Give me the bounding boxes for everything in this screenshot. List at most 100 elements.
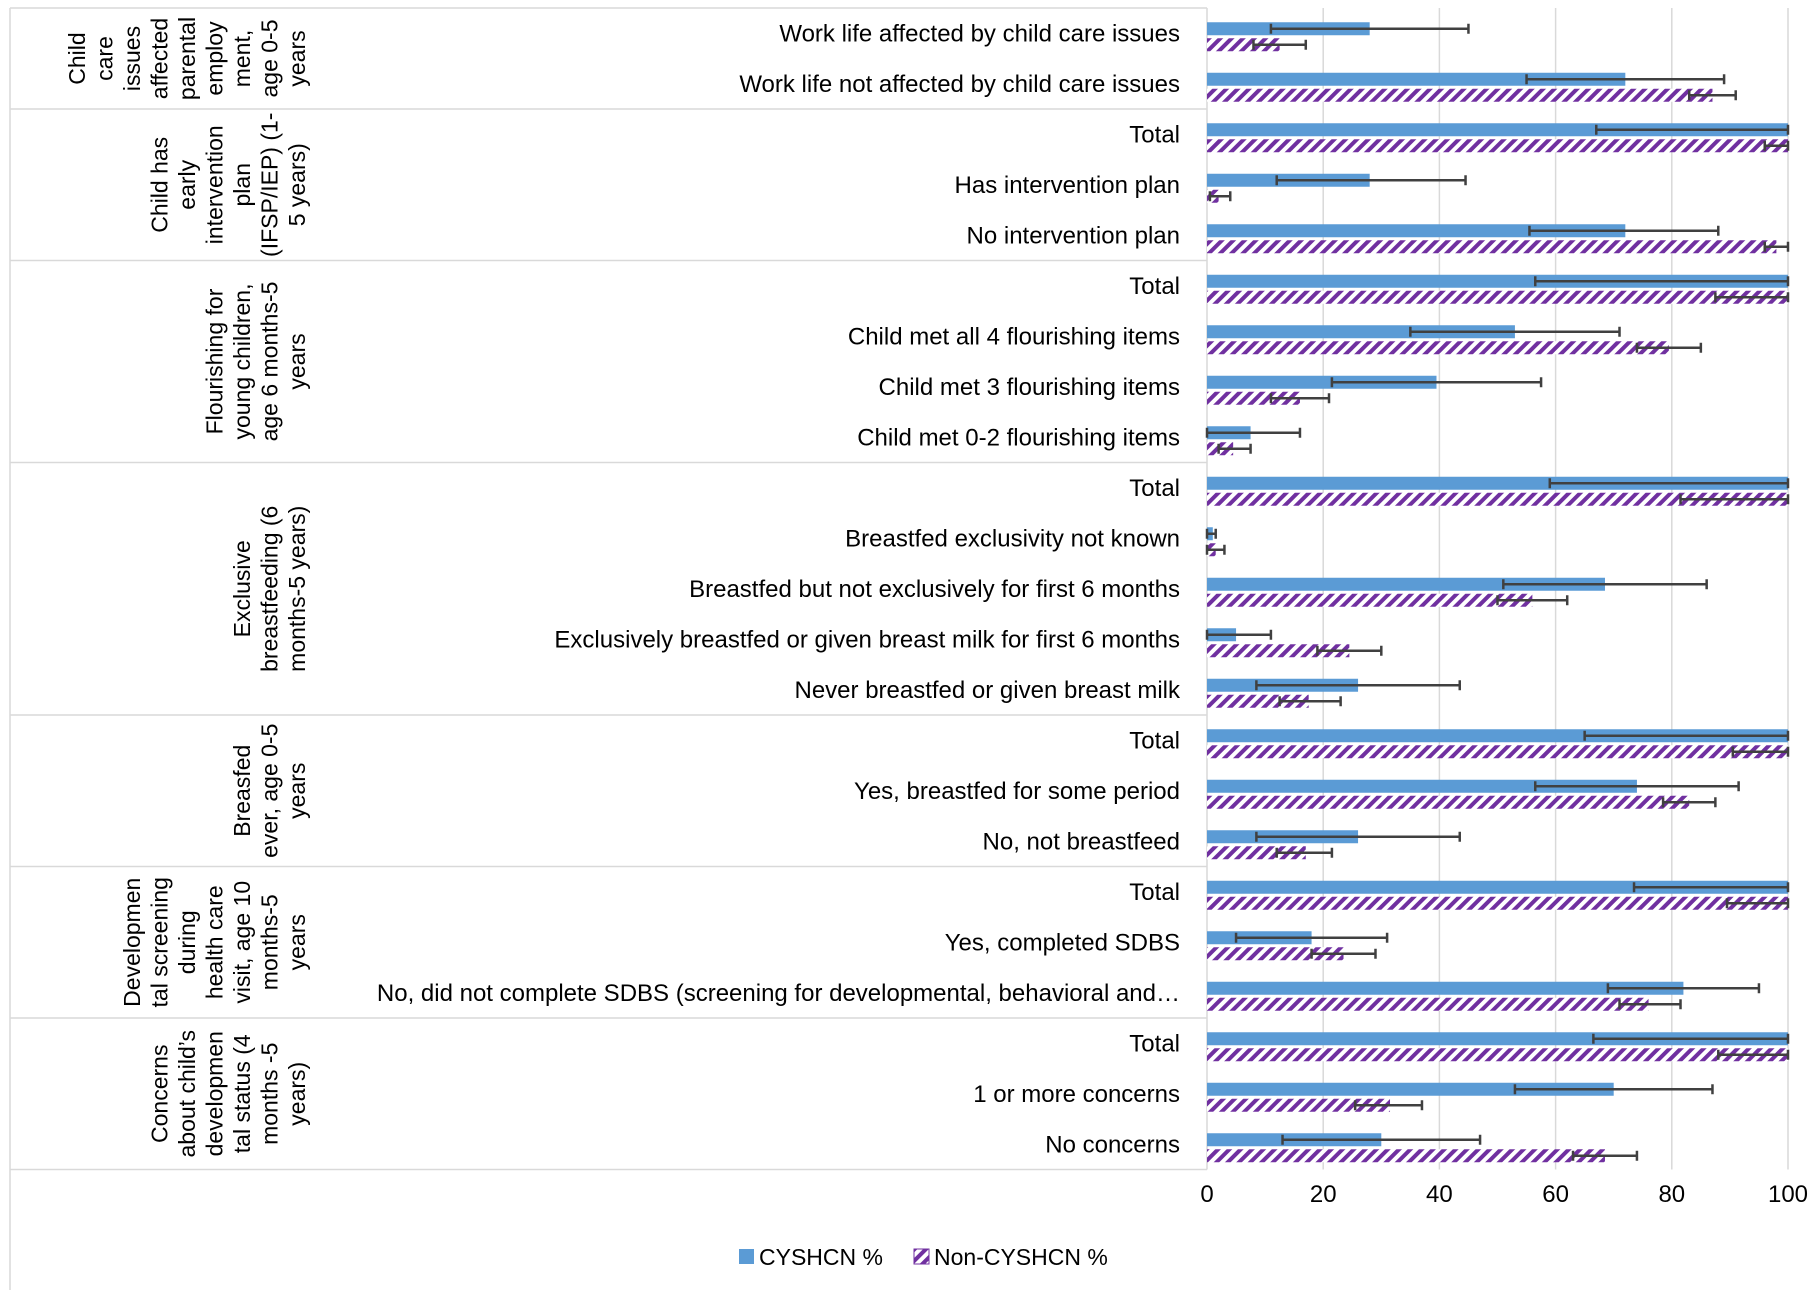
bar-non-cyshcn xyxy=(1207,391,1300,405)
category-label: 1 or more concerns xyxy=(973,1081,1180,1108)
group-label: Concerns about child’s developmen tal statu… xyxy=(147,1030,311,1157)
group-label-line: about child’s xyxy=(174,1030,200,1157)
category-label: Never breastfed or given breast milk xyxy=(795,677,1182,704)
bar-non-cyshcn xyxy=(1207,139,1788,153)
error-bar-cyshcn xyxy=(1255,831,1461,842)
group-label-line: Child has xyxy=(147,137,173,233)
group-label-line: health care xyxy=(202,885,228,999)
group-label: Child care issues affected parental employ men… xyxy=(64,17,310,100)
bar-cyshcn xyxy=(1207,729,1788,743)
group-label-line: young children, xyxy=(229,284,255,440)
error-bar-non-cyshcn xyxy=(1316,645,1383,656)
group-label-line: during xyxy=(174,910,200,974)
group-label-line: years xyxy=(284,914,310,970)
group-label-line: Flourishing for xyxy=(202,288,228,434)
x-tick-label: 40 xyxy=(1426,1181,1453,1208)
error-bar-non-cyshcn xyxy=(1618,999,1682,1010)
group-label-line: affected xyxy=(147,18,173,99)
group-label-line: Concerns xyxy=(147,1045,173,1143)
error-bar-cyshcn xyxy=(1205,629,1273,640)
bar-non-cyshcn xyxy=(1207,1048,1788,1062)
group-label-line: months-5 xyxy=(257,894,283,990)
group-label-line: Breasfed xyxy=(229,745,255,837)
group-dividers xyxy=(9,7,1207,1290)
bar-non-cyshcn xyxy=(1207,240,1777,254)
group-label-line: plan xyxy=(229,163,255,206)
legend-swatch xyxy=(913,1248,930,1265)
bar-cyshcn xyxy=(1207,123,1788,137)
error-bar-cyshcn xyxy=(1534,781,1740,792)
x-tick-label: 100 xyxy=(1768,1181,1808,1208)
group-label-line: years xyxy=(284,763,310,819)
error-bar-cyshcn xyxy=(1281,1134,1482,1145)
group-label-line: care xyxy=(92,36,118,81)
error-bar-cyshcn xyxy=(1205,427,1302,438)
group-label-line: (IFSP/IEP) (1- xyxy=(257,113,283,257)
error-bar-non-cyshcn xyxy=(1275,847,1334,858)
group-label-line: years xyxy=(284,333,310,389)
bar-non-cyshcn xyxy=(1207,492,1788,506)
error-bar-cyshcn xyxy=(1534,276,1790,287)
group-label-line: parental xyxy=(174,17,200,100)
category-label: Exclusively breastfed or given breast mi… xyxy=(554,626,1180,653)
error-bar-non-cyshcn xyxy=(1310,948,1377,959)
bar-cyshcn xyxy=(1207,274,1788,288)
bar-non-cyshcn xyxy=(1207,896,1788,910)
category-label: Total xyxy=(1129,879,1180,906)
bar-cyshcn xyxy=(1207,325,1515,339)
bar-cyshcn xyxy=(1207,880,1788,894)
bar-non-cyshcn xyxy=(1207,593,1533,607)
error-bar-cyshcn xyxy=(1234,932,1389,943)
group-label-line: tal status (4 xyxy=(229,1034,255,1153)
bar-cyshcn xyxy=(1207,224,1626,238)
category-label: Work life not affected by child care iss… xyxy=(739,71,1180,98)
group-label-line: early xyxy=(174,159,200,209)
bar-cyshcn xyxy=(1207,981,1684,995)
error-bar-cyshcn xyxy=(1275,175,1467,186)
error-bar-cyshcn xyxy=(1525,74,1726,85)
bar-non-cyshcn xyxy=(1207,745,1788,759)
error-bar-cyshcn xyxy=(1595,124,1790,135)
error-bar-cyshcn xyxy=(1528,225,1720,236)
group-label-line: 5 years) xyxy=(284,143,310,226)
legend-item-cyshcn: CYSHCN % xyxy=(739,1244,883,1270)
category-label: Breastfed exclusivity not known xyxy=(845,525,1180,552)
x-tick-label: 20 xyxy=(1310,1181,1337,1208)
category-label: Child met 3 flourishing items xyxy=(879,374,1180,401)
error-bar-cyshcn xyxy=(1409,326,1621,337)
legend-label: Non-CYSHCN % xyxy=(934,1244,1108,1270)
bar-cyshcn xyxy=(1207,72,1626,86)
group-label-line: breastfeeding (6 xyxy=(257,506,283,672)
category-label: No, not breastfeed xyxy=(983,828,1180,855)
group-label-line: months -5 xyxy=(257,1043,283,1145)
error-bar-non-cyshcn xyxy=(1205,544,1226,555)
group-label: Child has early intervention plan (IFSP/IEP)… xyxy=(147,113,311,257)
category-label: No, did not complete SDBS (screening for… xyxy=(377,980,1180,1007)
error-bar-non-cyshcn xyxy=(1208,191,1232,202)
category-label: Total xyxy=(1129,1030,1180,1057)
group-label: Developmen tal screening during health care… xyxy=(119,877,310,1007)
group-label-line: Developmen xyxy=(119,878,145,1007)
category-label: Total xyxy=(1129,727,1180,754)
bar-cyshcn xyxy=(1207,1032,1788,1046)
bar-non-cyshcn xyxy=(1207,38,1280,52)
group-label-line: Exclusive xyxy=(229,540,255,637)
error-bar-cyshcn xyxy=(1606,983,1761,994)
category-label: Yes, completed SDBS xyxy=(945,929,1180,956)
category-label: No intervention plan xyxy=(967,222,1180,249)
bar-non-cyshcn xyxy=(1207,341,1669,355)
bar-non-cyshcn xyxy=(1207,290,1788,304)
category-label: Child met all 4 flourishing items xyxy=(848,323,1180,350)
error-bar-non-cyshcn xyxy=(1661,797,1717,808)
group-label-line: age 6 months-5 xyxy=(257,282,283,442)
error-bar-non-cyshcn xyxy=(1687,90,1737,101)
error-bar-cyshcn xyxy=(1513,1084,1714,1095)
bar-non-cyshcn xyxy=(1207,795,1690,809)
error-bar-cyshcn xyxy=(1205,528,1217,539)
group-label: Breasfed ever, age 0-5 years xyxy=(229,724,310,858)
bar-non-cyshcn xyxy=(1207,1098,1391,1112)
bar-cyshcn xyxy=(1207,1082,1614,1096)
error-bar-cyshcn xyxy=(1269,23,1470,34)
